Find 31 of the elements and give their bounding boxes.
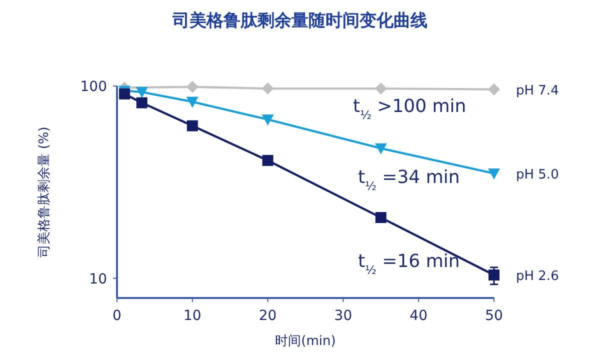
- series-label: pH 2.6: [516, 269, 559, 284]
- point: [136, 87, 148, 98]
- point: [262, 82, 274, 95]
- point: [488, 270, 500, 281]
- series-label: pH 5.0: [516, 167, 559, 182]
- series-label: pH 7.4: [516, 83, 559, 98]
- annotation: t$_{½}$ =16 min: [358, 251, 460, 277]
- x-tick-label: 10: [183, 308, 202, 324]
- x-tick-label: 40: [410, 308, 428, 324]
- annotation: t$_{½}$ =34 min: [358, 167, 460, 193]
- x-tick-label: 20: [258, 308, 277, 324]
- annotation: t$_{½}$ >100 min: [353, 96, 466, 122]
- point: [262, 154, 274, 166]
- point: [488, 168, 500, 180]
- point: [186, 96, 198, 108]
- y-axis-title: 司美格鲁肽剩余量 (%): [36, 126, 52, 258]
- point: [136, 97, 148, 108]
- point: [374, 143, 387, 154]
- point: [262, 114, 274, 126]
- point: [186, 120, 198, 132]
- x-tick-label: 50: [485, 308, 503, 324]
- point: [119, 88, 130, 100]
- x-tick-label: 0: [112, 308, 122, 324]
- point: [375, 212, 386, 224]
- point: [374, 82, 387, 95]
- x-axis-title: 时间(min): [275, 334, 336, 349]
- point: [186, 80, 198, 93]
- point: [488, 83, 500, 96]
- y-tick-label: 100: [80, 79, 107, 95]
- x-tick-label: 30: [334, 308, 352, 324]
- chart-title: 司美格鲁肽剩余量随时间变化曲线: [172, 11, 428, 31]
